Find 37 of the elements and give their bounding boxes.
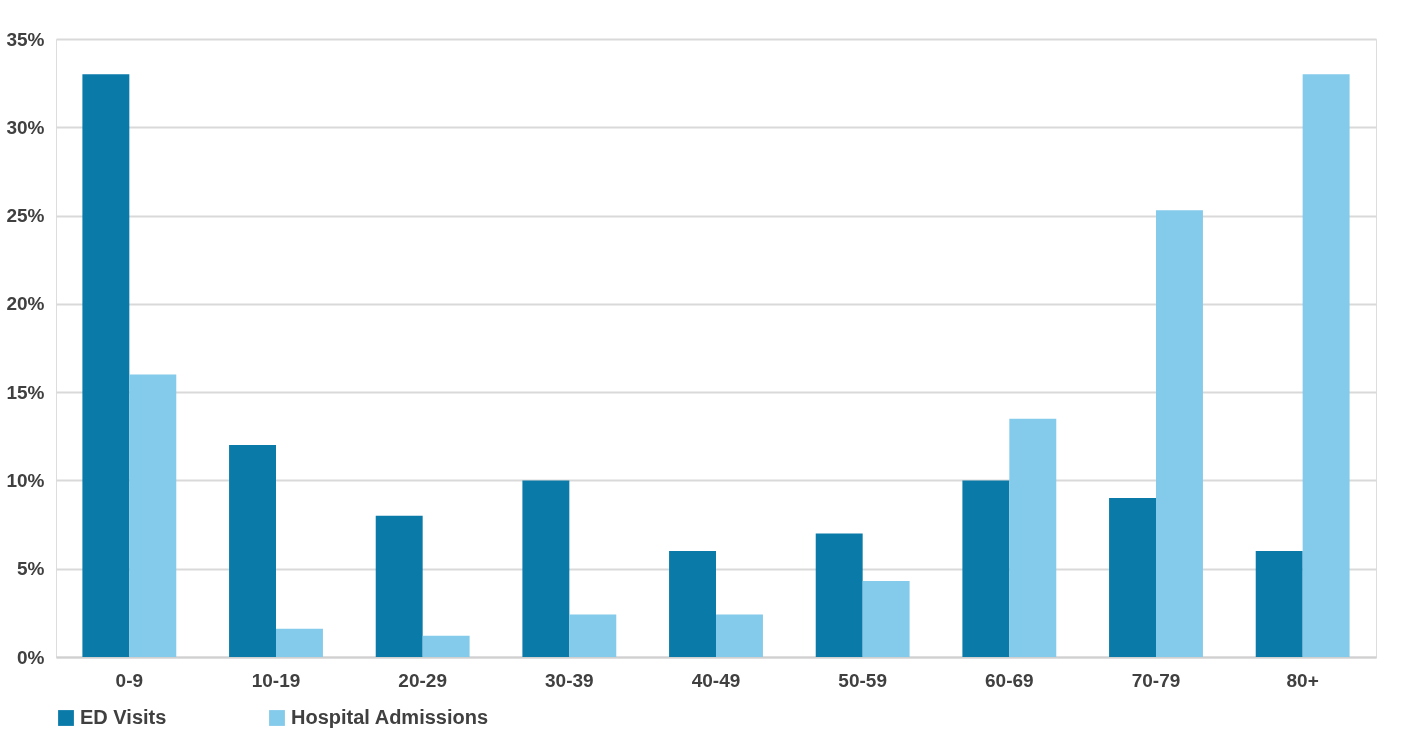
bar — [1255, 551, 1303, 657]
y-tick-label: 35% — [6, 28, 45, 50]
bar — [862, 581, 910, 657]
y-tick-label: 25% — [6, 205, 45, 227]
y-tick-label: 30% — [6, 116, 45, 138]
bar — [375, 515, 423, 657]
y-tick-label: 5% — [17, 558, 45, 580]
bar — [962, 480, 1010, 657]
y-tick-label: 10% — [6, 469, 45, 491]
x-tick-label: 50-59 — [838, 669, 887, 691]
bar — [1009, 418, 1057, 657]
legend-label: Hospital Admissions — [291, 706, 489, 728]
x-tick-label: 10-19 — [251, 669, 301, 691]
bar — [82, 74, 130, 657]
bar — [522, 480, 570, 657]
x-tick-label: 60-69 — [985, 669, 1034, 691]
x-tick-label: 40-49 — [691, 669, 741, 691]
bar — [1156, 210, 1203, 657]
y-tick-label: 20% — [6, 293, 45, 315]
x-tick-label: 0-9 — [115, 669, 144, 691]
bar — [229, 445, 276, 657]
bar — [669, 551, 716, 657]
x-tick-label: 20-29 — [398, 669, 447, 691]
y-tick-label: 15% — [6, 381, 45, 403]
legend-label: ED Visits — [80, 706, 167, 728]
bar — [1302, 74, 1350, 657]
x-tick-label: 80+ — [1286, 669, 1319, 691]
bar — [422, 635, 470, 657]
bar — [129, 374, 177, 657]
bar — [1109, 498, 1156, 657]
x-tick-label: 70-79 — [1131, 669, 1181, 691]
x-tick-label: 30-39 — [545, 669, 594, 691]
bar — [276, 628, 323, 657]
bar — [815, 533, 863, 657]
bar — [716, 614, 763, 657]
bar — [569, 614, 617, 657]
y-tick-label: 0% — [17, 646, 45, 668]
